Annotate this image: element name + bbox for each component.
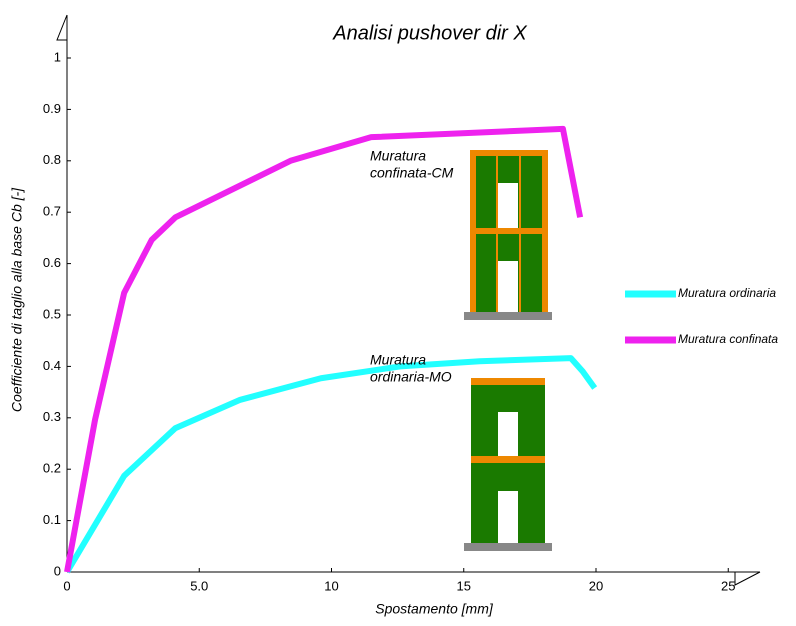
- y-tick-label: 0: [54, 563, 61, 578]
- x-axis-arrow: [735, 572, 760, 585]
- y-tick-label: 0.7: [43, 204, 61, 219]
- legend-label: Muratura confinata: [678, 332, 778, 346]
- chart-title: Analisi pushover dir X: [332, 22, 527, 44]
- building-confinata: [464, 150, 552, 320]
- building-ordinaria: [464, 378, 552, 551]
- y-tick-label: 0.6: [43, 255, 61, 270]
- annotation: confinata-CM: [370, 165, 454, 181]
- y-tick-label: 0.2: [43, 461, 61, 476]
- y-tick-label: 0.8: [43, 152, 61, 167]
- y-tick-label: 0.3: [43, 409, 61, 424]
- annotation: Muratura: [370, 148, 426, 164]
- x-tick-label: 0: [63, 578, 70, 593]
- y-tick-label: 0.4: [43, 358, 61, 373]
- x-tick-label: 15: [457, 578, 471, 593]
- y-axis-label: Coefficiente di taglio alla base Cb [-]: [9, 187, 25, 412]
- y-tick-label: 0.1: [43, 512, 61, 527]
- y-tick-label: 0.5: [43, 306, 61, 321]
- annotation: Muratura: [370, 352, 426, 368]
- x-tick-label: 10: [324, 578, 338, 593]
- x-axis-label: Spostamento [mm]: [375, 601, 494, 617]
- y-tick-label: 0.9: [43, 101, 61, 116]
- annotation: ordinaria-MO: [370, 369, 452, 385]
- x-tick-label: 25: [721, 578, 735, 593]
- chart: Analisi pushover dir X Spostamento [mm] …: [0, 0, 796, 626]
- y-axis-arrow: [57, 15, 67, 40]
- legend-label: Muratura ordinaria: [678, 286, 776, 300]
- y-tick-label: 1: [54, 49, 61, 64]
- x-tick-label: 20: [589, 578, 603, 593]
- x-tick-label: 5.0: [190, 578, 208, 593]
